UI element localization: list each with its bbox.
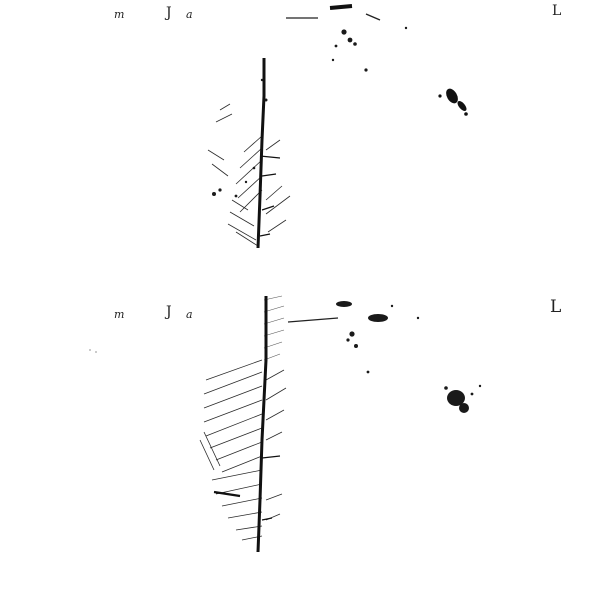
main-stroke-top (256, 58, 266, 249)
glyph-top-left-c: a (186, 8, 193, 21)
hatch-wedge-top (207, 103, 291, 247)
glyph-bottom-left-a: m (114, 308, 125, 321)
glyph-bottom-left-c: a (186, 308, 193, 321)
plate-bottom (89, 295, 482, 553)
glyph-top-left-a: m (114, 8, 125, 21)
plate-top (207, 4, 468, 249)
glyph-bottom-left-b: J (166, 304, 172, 320)
glyph-bottom-right: L (550, 297, 562, 317)
glyph-top-left-b: J (166, 5, 172, 21)
hatch-wedge-bottom (199, 359, 287, 541)
blob-top-right (438, 88, 468, 116)
glyph-top-right: L (552, 3, 562, 19)
main-stroke-bottom (256, 296, 268, 553)
blob-bottom-right (444, 384, 482, 413)
